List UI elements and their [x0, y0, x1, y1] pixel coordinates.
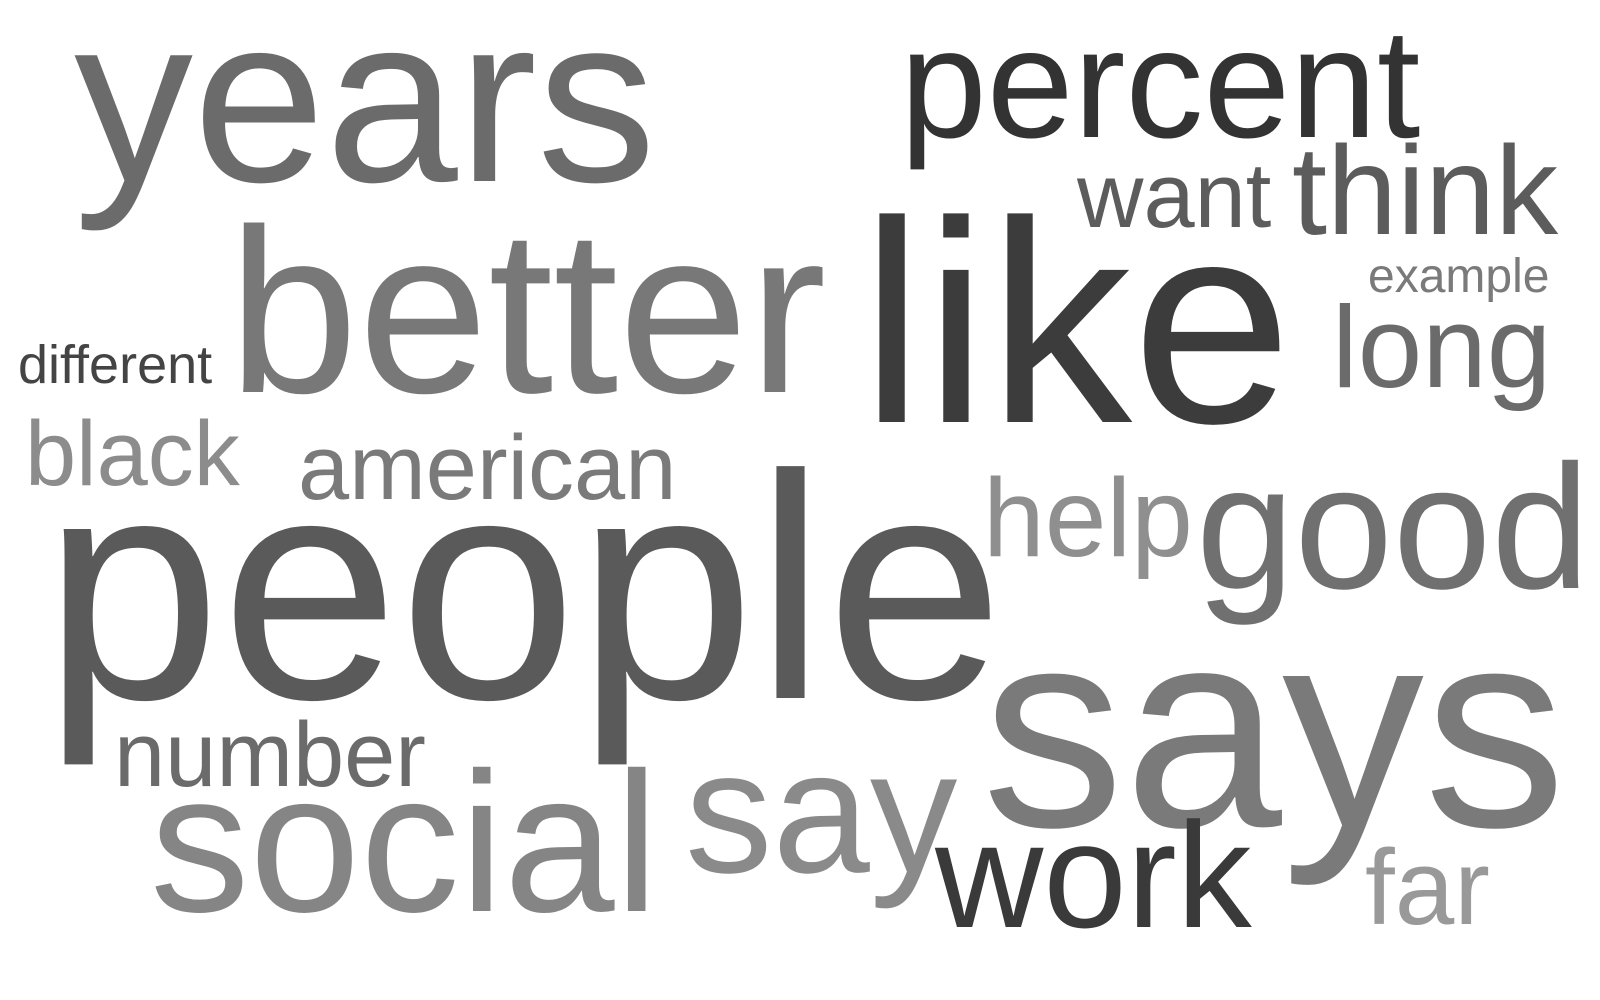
- word-help: help: [983, 456, 1193, 580]
- word-percent: percent: [900, 0, 1421, 171]
- word-example: example: [1368, 250, 1550, 303]
- word-years: years: [74, 0, 656, 232]
- word-think: think: [1292, 120, 1559, 261]
- word-different: different: [18, 335, 213, 395]
- word-number: number: [114, 704, 426, 806]
- word-want: want: [1077, 145, 1272, 247]
- word-good: good: [1196, 428, 1590, 626]
- word-far: far: [1365, 827, 1490, 947]
- word-say: say: [685, 715, 958, 910]
- word-says: says: [982, 570, 1566, 887]
- word-like: like: [860, 162, 1293, 484]
- word-people: people: [43, 408, 1004, 766]
- word-social: social: [150, 732, 659, 954]
- word-better: better: [228, 180, 827, 442]
- word-long: long: [1332, 282, 1552, 412]
- word-work: work: [935, 791, 1252, 959]
- word-american: american: [298, 417, 677, 519]
- word-black: black: [25, 403, 240, 505]
